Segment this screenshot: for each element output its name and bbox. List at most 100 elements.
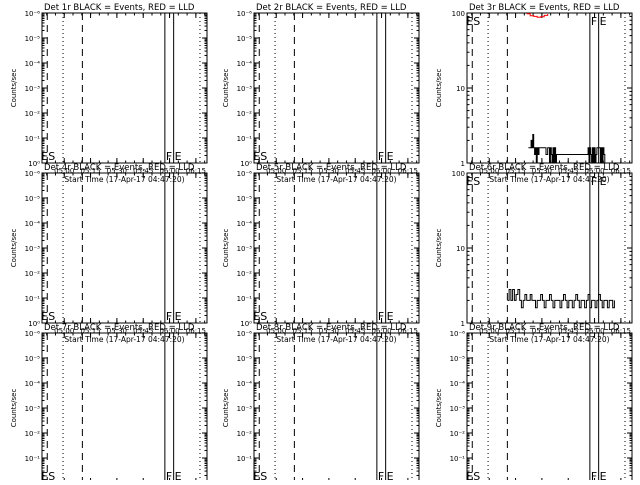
marker-label-e: E (175, 310, 182, 323)
y-tick-label: 10⁻⁵ (25, 195, 41, 203)
y-tick-label: 10⁻⁵ (25, 355, 41, 363)
marker-label-f: F (591, 470, 597, 480)
marker-label-e: E (600, 15, 607, 28)
plot-frame (41, 12, 208, 164)
x-tick-label: 06:00 (371, 327, 391, 335)
marker-label-es: ES (466, 175, 480, 188)
panel-title: Det 5r BLACK = Events, RED = LLD (256, 163, 407, 173)
x-axis-label: Start Time (17-Apr-17 04:47:20) (276, 175, 396, 184)
y-tick-label: 10⁻⁶ (25, 170, 41, 178)
y-axis-label: Counts/sec (435, 229, 443, 268)
y-axis-label: Counts/sec (10, 229, 18, 268)
x-tick-label: 05:45 (133, 327, 153, 335)
panel-det-9: Det 9r BLACK = Events, RED = LLD10⁰10⁻¹1… (435, 323, 633, 485)
y-tick-label: 10⁻⁶ (237, 330, 253, 338)
y-tick-label: 10⁻² (25, 430, 41, 438)
y-tick-label: 10⁻⁶ (237, 10, 253, 18)
marker-label-f: F (166, 470, 172, 480)
plot-frame (466, 12, 633, 164)
marker-label-es: ES (41, 470, 55, 480)
y-axis-label: Counts/sec (222, 389, 230, 428)
y-tick-label: 10⁻⁶ (25, 10, 41, 18)
series-events-line (507, 289, 615, 309)
x-tick-label: 05:15 (505, 327, 525, 335)
y-tick-label: 10⁻⁵ (237, 355, 253, 363)
y-tick-label: 10⁻¹ (25, 295, 41, 303)
y-tick-label: 10⁻¹ (237, 455, 253, 463)
panel-title: Det 4r BLACK = Events, RED = LLD (44, 163, 195, 173)
x-axis-label: Start Time (17-Apr-17 04:47:20) (276, 335, 396, 344)
y-tick-label: 1 (461, 320, 465, 328)
x-tick-label: 06:15 (611, 167, 631, 175)
y-tick-label: 10⁻² (25, 110, 41, 118)
y-tick-label: 10⁻⁵ (237, 35, 253, 43)
panel-title: Det 1r BLACK = Events, RED = LLD (44, 3, 195, 13)
x-tick-label: 05:45 (558, 327, 578, 335)
x-tick-label: 05:15 (292, 327, 312, 335)
y-tick-label: 10⁻² (450, 430, 466, 438)
marker-label-e: E (600, 470, 607, 480)
x-axis-label: Start Time (17-Apr-17 04:47:20) (64, 175, 184, 184)
y-tick-label: 10⁻¹ (450, 455, 466, 463)
y-axis-label: Counts/sec (10, 389, 18, 428)
series-events-line (528, 134, 606, 164)
y-tick-label: 10⁻⁶ (237, 170, 253, 178)
y-tick-label: 10⁻⁴ (237, 60, 253, 68)
y-tick-label: 100 (452, 10, 465, 18)
y-axis-label: Counts/sec (222, 69, 230, 108)
x-tick-label: 06:15 (398, 327, 418, 335)
y-tick-label: 10⁻⁴ (237, 380, 253, 388)
x-tick-label: 05:30 (319, 327, 339, 335)
plot-frame (253, 332, 420, 484)
panel-det-5: Det 5r BLACK = Events, RED = LLD 10⁰ 10⁻¹ 1… (222, 163, 420, 344)
panel-det-6: Det 6r BLACK = Events, RED = LLD 1 10 100 Co… (435, 163, 633, 344)
marker-label-f: F (166, 310, 172, 323)
marker-label-f: F (166, 150, 172, 163)
x-tick-label: 05:30 (532, 167, 552, 175)
marker-label-f: F (378, 150, 384, 163)
marker-label-es: ES (253, 150, 267, 163)
marker-label-f: F (378, 310, 384, 323)
y-tick-label: 10⁻⁴ (25, 60, 41, 68)
y-tick-label: 10⁰ (240, 320, 252, 328)
panel-det-7: Det 7r BLACK = Events, RED = LLD 10⁰ 10⁻¹ 1… (10, 323, 208, 485)
y-tick-label: 10⁻² (237, 270, 253, 278)
y-tick-label: 10⁰ (240, 160, 252, 168)
plot-frame (466, 332, 633, 484)
y-tick-label: 10⁻² (25, 270, 41, 278)
y-tick-label: 10⁻³ (25, 245, 41, 253)
y-axis-label: Counts/sec (222, 229, 230, 268)
x-tick-label: 06:15 (186, 327, 206, 335)
y-tick-label: 1 (461, 160, 465, 168)
y-tick-label: 10⁻⁵ (25, 35, 41, 43)
x-tick-label: 05:45 (133, 167, 153, 175)
panel-det-3: Det 3r BLACK = Events, RED = LLD 1 10 100 Co… (435, 3, 633, 184)
x-tick-label: 06:15 (398, 167, 418, 175)
panel-title: Det 9r BLACK = Events, RED = LLD (469, 323, 620, 333)
y-tick-label: 10⁻¹ (25, 135, 41, 143)
x-tick-label: 05:00 (479, 167, 499, 175)
panel-det-1: Det 1r BLACK = Events, RED = LLD 10⁰ 10⁻¹ 1… (10, 3, 208, 184)
y-tick-label: 10⁻² (237, 110, 253, 118)
y-tick-label: 10⁻⁴ (237, 220, 253, 228)
marker-label-e: E (387, 150, 394, 163)
panel-title: Det 6r BLACK = Events, RED = LLD (469, 163, 620, 173)
x-tick-label: 06:00 (159, 327, 179, 335)
plot-frame (41, 332, 208, 484)
x-axis-label: Start Time (17-Apr-17 04:47:20) (489, 175, 609, 184)
x-tick-label: 05:00 (266, 167, 286, 175)
marker-label-es: ES (41, 150, 55, 163)
y-axis-label: Counts/sec (435, 69, 443, 108)
x-tick-label: 05:15 (80, 327, 100, 335)
panel-title: Det 8r BLACK = Events, RED = LLD (256, 323, 407, 333)
panel-title: Det 7r BLACK = Events, RED = LLD (44, 323, 195, 333)
x-tick-label: 06:15 (186, 167, 206, 175)
y-tick-label: 10⁻¹ (237, 295, 253, 303)
plot-frame (253, 12, 420, 164)
y-tick-label: 10⁻⁵ (450, 355, 466, 363)
x-tick-label: 05:00 (54, 167, 74, 175)
marker-label-es: ES (466, 470, 480, 480)
marker-label-f: F (591, 15, 597, 28)
